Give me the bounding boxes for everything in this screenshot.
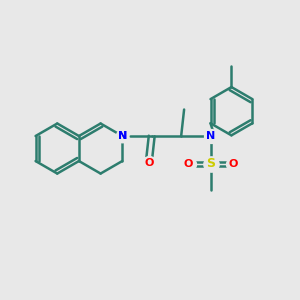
Text: N: N [118, 131, 127, 141]
Text: O: O [228, 159, 237, 169]
Text: O: O [144, 158, 154, 167]
Text: S: S [206, 158, 215, 170]
Text: N: N [118, 131, 127, 141]
Text: O: O [184, 159, 193, 169]
Text: N: N [206, 131, 215, 141]
